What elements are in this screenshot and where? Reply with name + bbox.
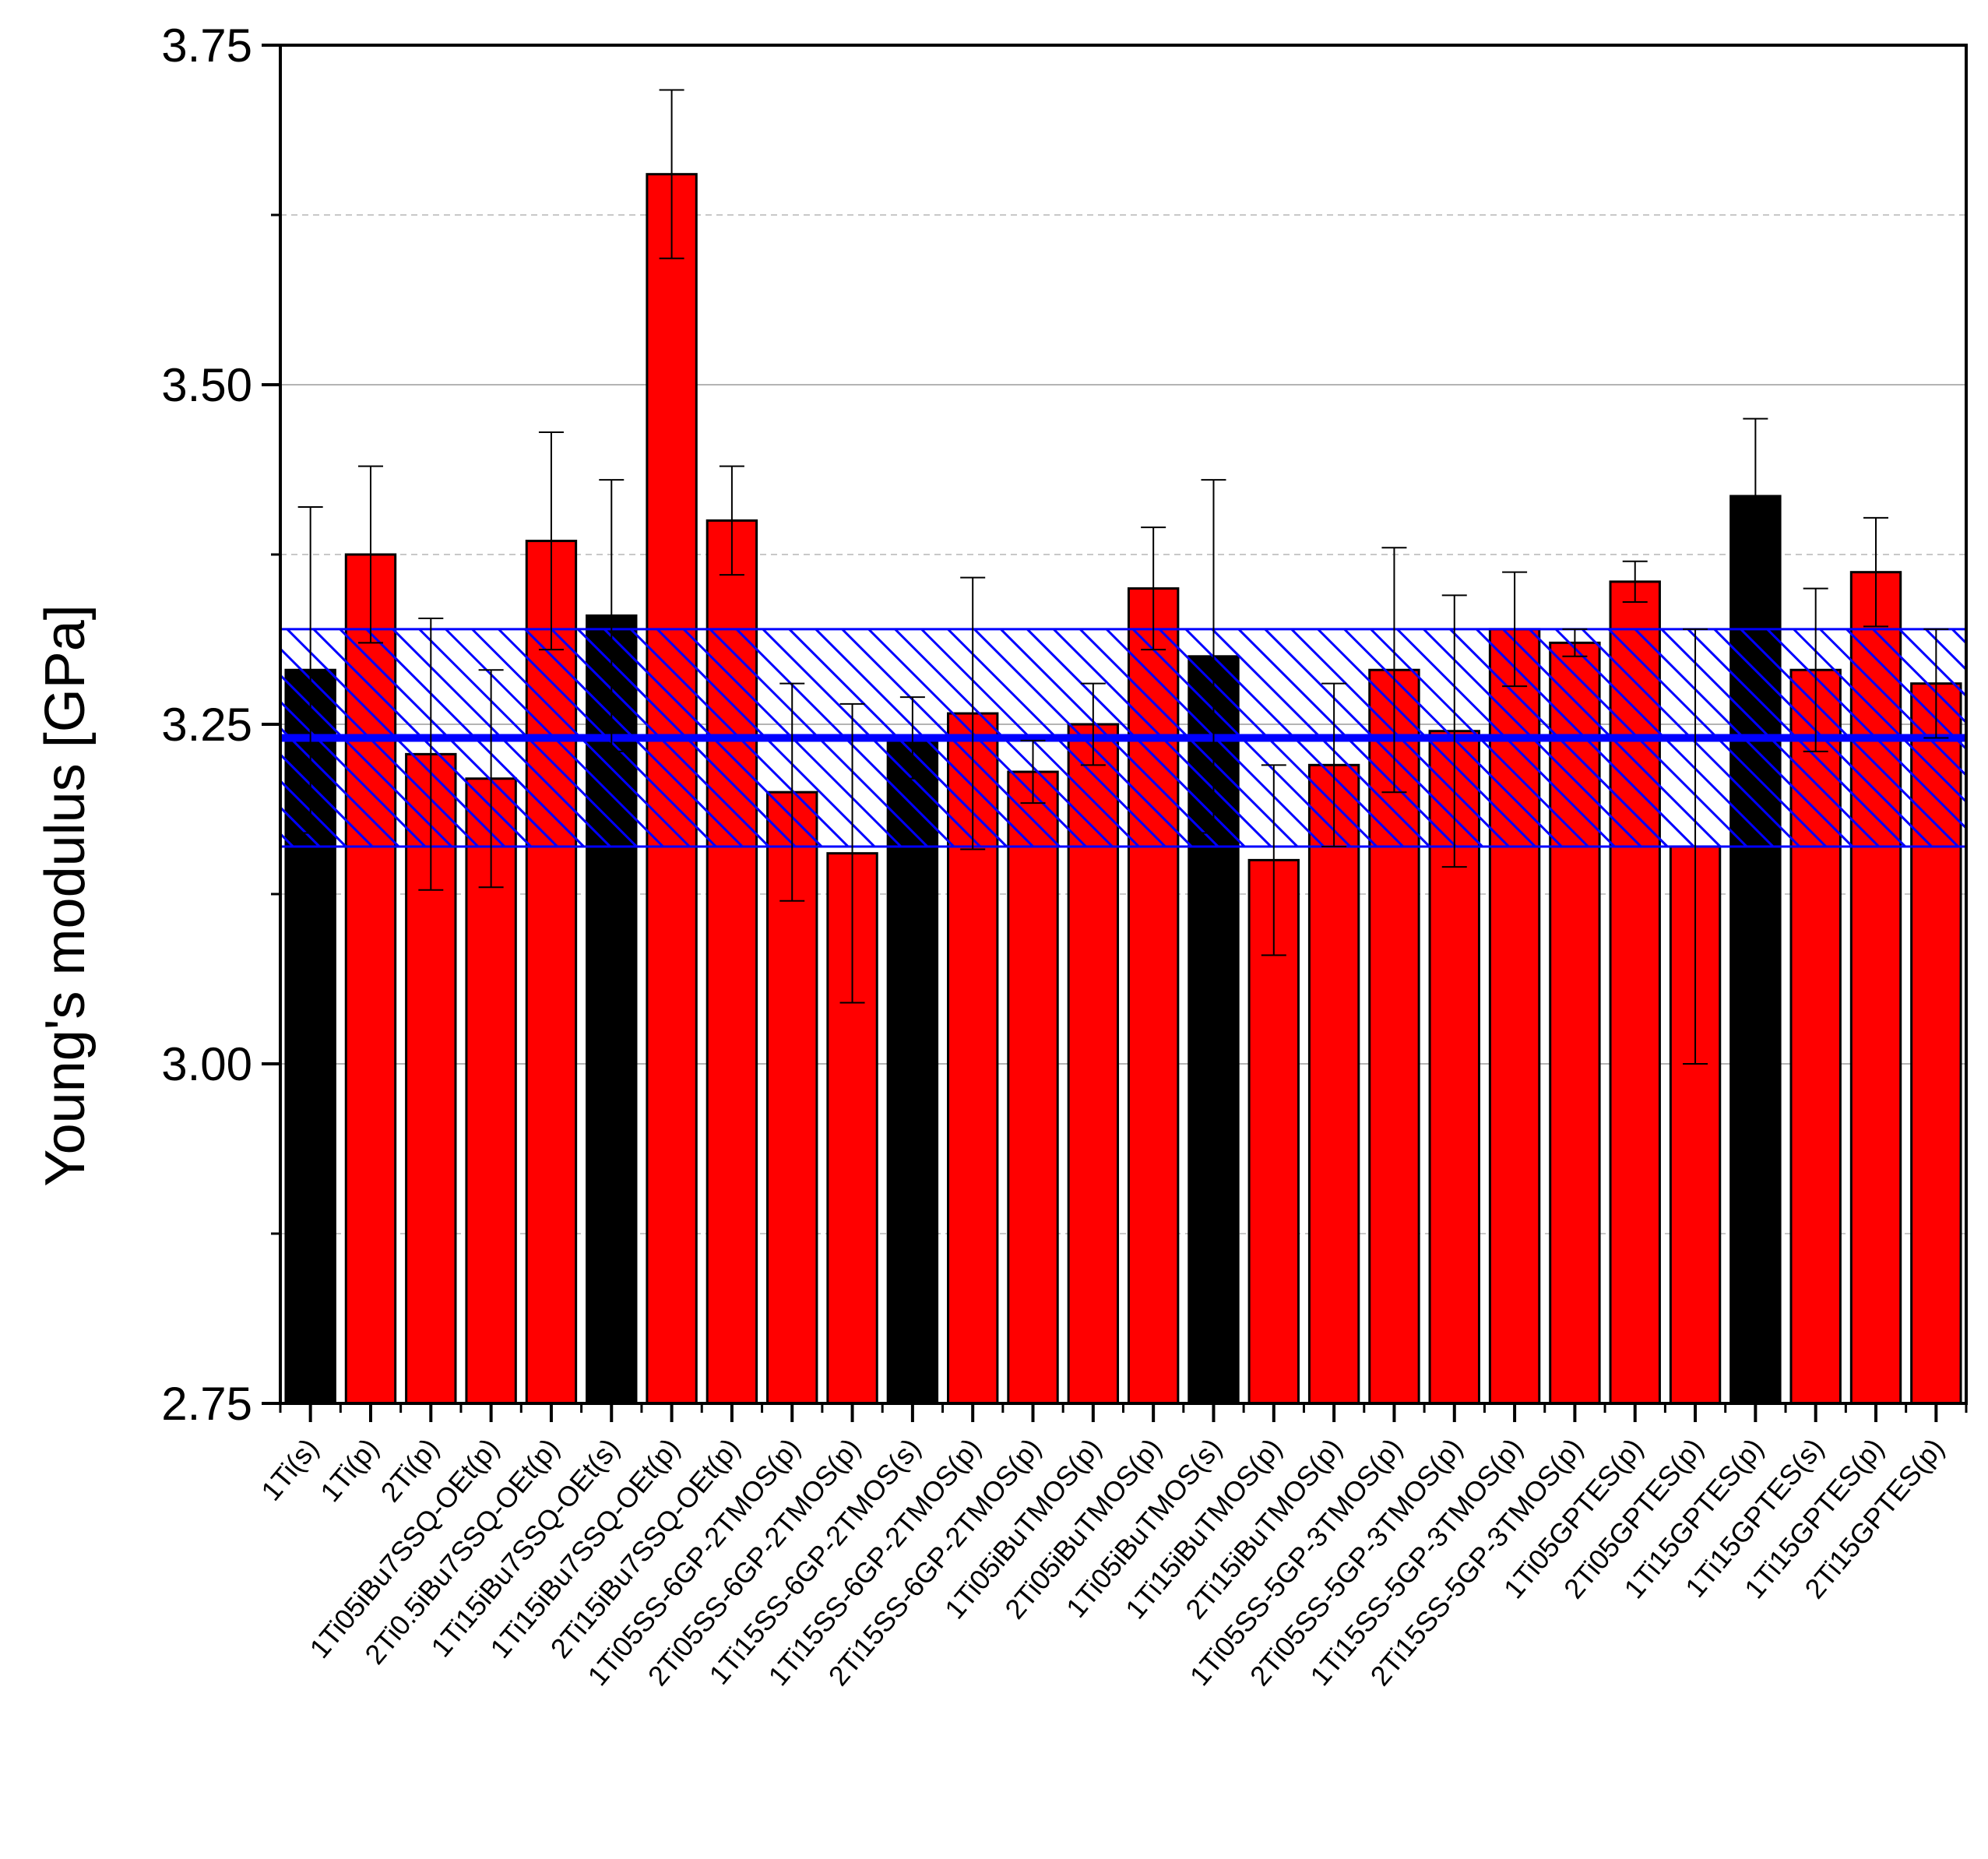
error-bar — [1683, 628, 1708, 1065]
reference-band — [280, 628, 1966, 848]
y-axis-label: Young's modulus [GPa] — [34, 604, 97, 1187]
error-bar — [538, 431, 564, 651]
error-bars — [297, 89, 1949, 1065]
bar — [886, 736, 939, 1405]
error-bar — [1381, 547, 1407, 794]
error-bar — [599, 479, 625, 752]
error-bar — [1863, 516, 1889, 628]
error-bar — [1743, 417, 1768, 575]
error-bar — [1562, 628, 1588, 657]
error-bar — [1201, 479, 1226, 834]
y-tick-label: 3.25 — [161, 699, 252, 751]
error-bar — [418, 617, 444, 891]
error-bar — [1803, 587, 1828, 752]
error-bar — [1622, 560, 1648, 604]
error-bar — [1923, 628, 1949, 739]
error-bar — [839, 702, 865, 1004]
bar — [1307, 763, 1360, 1405]
y-axis: 2.75 3.00 3.25 3.50 3.75 — [161, 19, 280, 1430]
error-bar — [1261, 764, 1286, 956]
x-tick-label: 1Ti(s) — [255, 1432, 325, 1507]
error-bar — [1441, 594, 1467, 868]
error-bar — [1502, 571, 1528, 688]
error-bar — [659, 89, 684, 259]
y-tick-label: 3.00 — [161, 1038, 252, 1090]
error-bar — [719, 465, 744, 576]
y-tick-label: 3.75 — [161, 19, 252, 72]
error-bar — [1020, 739, 1046, 805]
y-tick-label: 2.75 — [161, 1378, 252, 1430]
error-bar — [357, 465, 383, 644]
error-bar — [1080, 682, 1106, 766]
error-bar — [1321, 682, 1347, 847]
error-bar — [779, 682, 805, 902]
error-bar — [1141, 526, 1166, 651]
error-bar — [297, 505, 323, 834]
bar — [405, 752, 457, 1405]
bar — [1007, 770, 1059, 1405]
x-axis: 1Ti(s)1Ti(p)2Ti(p)1Ti05iBu7SSQ-OEt(p)2Ti… — [255, 1403, 1968, 1692]
x-tick-label: 1Ti(p) — [314, 1432, 385, 1508]
error-bar — [478, 669, 504, 889]
y-tick-label: 3.50 — [161, 359, 252, 411]
error-bar — [899, 696, 925, 780]
error-bar — [960, 576, 986, 850]
